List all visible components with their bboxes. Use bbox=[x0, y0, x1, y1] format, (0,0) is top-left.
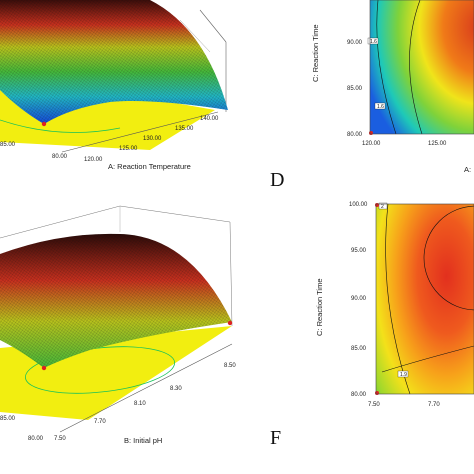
x-ticks: 120.00 125.00 130.00 135.00 140.00 bbox=[84, 116, 219, 163]
x-axis-label: B: Initial pH bbox=[124, 436, 162, 445]
x-tick-label: 8.30 bbox=[170, 386, 182, 392]
x-axis-label-partial: A: bbox=[464, 165, 471, 174]
contour-line bbox=[376, 0, 397, 135]
plot-frame bbox=[369, 0, 474, 135]
x-axis-label: A: Reaction Temperature bbox=[108, 162, 191, 171]
x-tick-label: 130.00 bbox=[143, 136, 162, 142]
x-tick-label: 7.70 bbox=[94, 419, 106, 425]
x-tick-label: 125.00 bbox=[119, 146, 138, 152]
x-tick-label: 7.70 bbox=[428, 402, 440, 408]
contour-line bbox=[409, 0, 423, 135]
x-tick-label: 120.00 bbox=[362, 141, 381, 147]
design-point bbox=[227, 320, 233, 326]
x-ticks: 7.50 7.70 8.10 8.30 8.50 bbox=[54, 363, 236, 442]
axis-box-line bbox=[179, 19, 211, 53]
axis-box-line bbox=[119, 205, 231, 223]
design-point bbox=[41, 121, 47, 127]
y-tick-label: 85.00 bbox=[351, 346, 367, 352]
floor-contour bbox=[24, 346, 176, 394]
x-tick-label: 7.50 bbox=[54, 436, 66, 442]
y-tick-label: 85.00 bbox=[347, 86, 363, 92]
contour-label: 1.6 bbox=[370, 39, 377, 45]
contour-field bbox=[376, 204, 474, 394]
y-tick-label: 80.00 bbox=[52, 154, 68, 160]
x-tick-label: 135.00 bbox=[175, 126, 194, 132]
axis-box-line bbox=[229, 221, 233, 327]
y-ticks: 80.00 85.00 bbox=[0, 142, 68, 160]
x-tick-label: 120.00 bbox=[84, 157, 103, 163]
y-ticks: 80.00 85.00 90.00 bbox=[347, 40, 363, 138]
contour-label: 2 bbox=[381, 204, 384, 210]
axis-box-line bbox=[0, 205, 121, 239]
x-axis-line bbox=[61, 111, 219, 153]
design-point bbox=[41, 365, 47, 371]
floor-contour bbox=[0, 119, 121, 133]
x-tick-label: 140.00 bbox=[200, 116, 219, 122]
y-tick-label: 90.00 bbox=[351, 296, 367, 302]
surface-mesh bbox=[0, 0, 228, 124]
contour-label: 1.9 bbox=[400, 372, 407, 378]
design-point bbox=[369, 131, 373, 135]
y-tick-label: 85.00 bbox=[0, 416, 16, 422]
surface-plot-top-left: 120.00 125.00 130.00 135.00 140.00 80.00… bbox=[0, 0, 228, 171]
x-tick-label: 8.10 bbox=[134, 401, 146, 407]
contour-field bbox=[370, 0, 474, 134]
design-point bbox=[375, 203, 379, 207]
contour-line bbox=[423, 205, 474, 311]
y-tick-label: 80.00 bbox=[351, 392, 367, 398]
panel-letter: D bbox=[270, 169, 284, 191]
y-tick-label: 90.00 bbox=[347, 40, 363, 46]
plot-frame bbox=[375, 203, 474, 395]
contour-label: 1.6 bbox=[377, 104, 384, 110]
surface-mesh bbox=[0, 233, 232, 368]
x-axis-line bbox=[59, 343, 233, 433]
y-tick-label: 100.00 bbox=[349, 202, 368, 208]
y-axis-label: C: Reaction Time bbox=[311, 24, 320, 82]
y-axis-label: C: Reaction Time bbox=[315, 278, 324, 336]
panel-letter: F bbox=[270, 427, 281, 449]
axis-box-line bbox=[199, 9, 227, 43]
y-tick-label: 80.00 bbox=[347, 132, 363, 138]
contour-plot-bottom-right: 2 1.9 80.00 85.00 90.00 95.00 100.00 7.5… bbox=[315, 202, 474, 408]
y-tick-label: 85.00 bbox=[0, 142, 16, 148]
x-tick-label: 125.00 bbox=[428, 141, 447, 147]
y-tick-label: 80.00 bbox=[28, 436, 44, 442]
x-tick-label: 7.50 bbox=[368, 402, 380, 408]
y-ticks: 80.00 85.00 90.00 95.00 100.00 bbox=[349, 202, 368, 398]
x-ticks: 7.50 7.70 bbox=[368, 402, 440, 408]
design-point bbox=[375, 391, 379, 395]
contour-plot-top-right: 1.6 1.6 80.00 85.00 90.00 120.00 125.00 … bbox=[311, 0, 474, 174]
y-ticks: 80.00 85.00 bbox=[0, 416, 44, 442]
surface-plot-bottom-left: 7.50 7.70 8.10 8.30 8.50 80.00 85.00 B: … bbox=[0, 205, 236, 445]
x-tick-label: 8.50 bbox=[224, 363, 236, 369]
contour-line bbox=[381, 345, 474, 373]
y-tick-label: 95.00 bbox=[351, 248, 367, 254]
x-ticks: 120.00 125.00 bbox=[362, 141, 447, 147]
